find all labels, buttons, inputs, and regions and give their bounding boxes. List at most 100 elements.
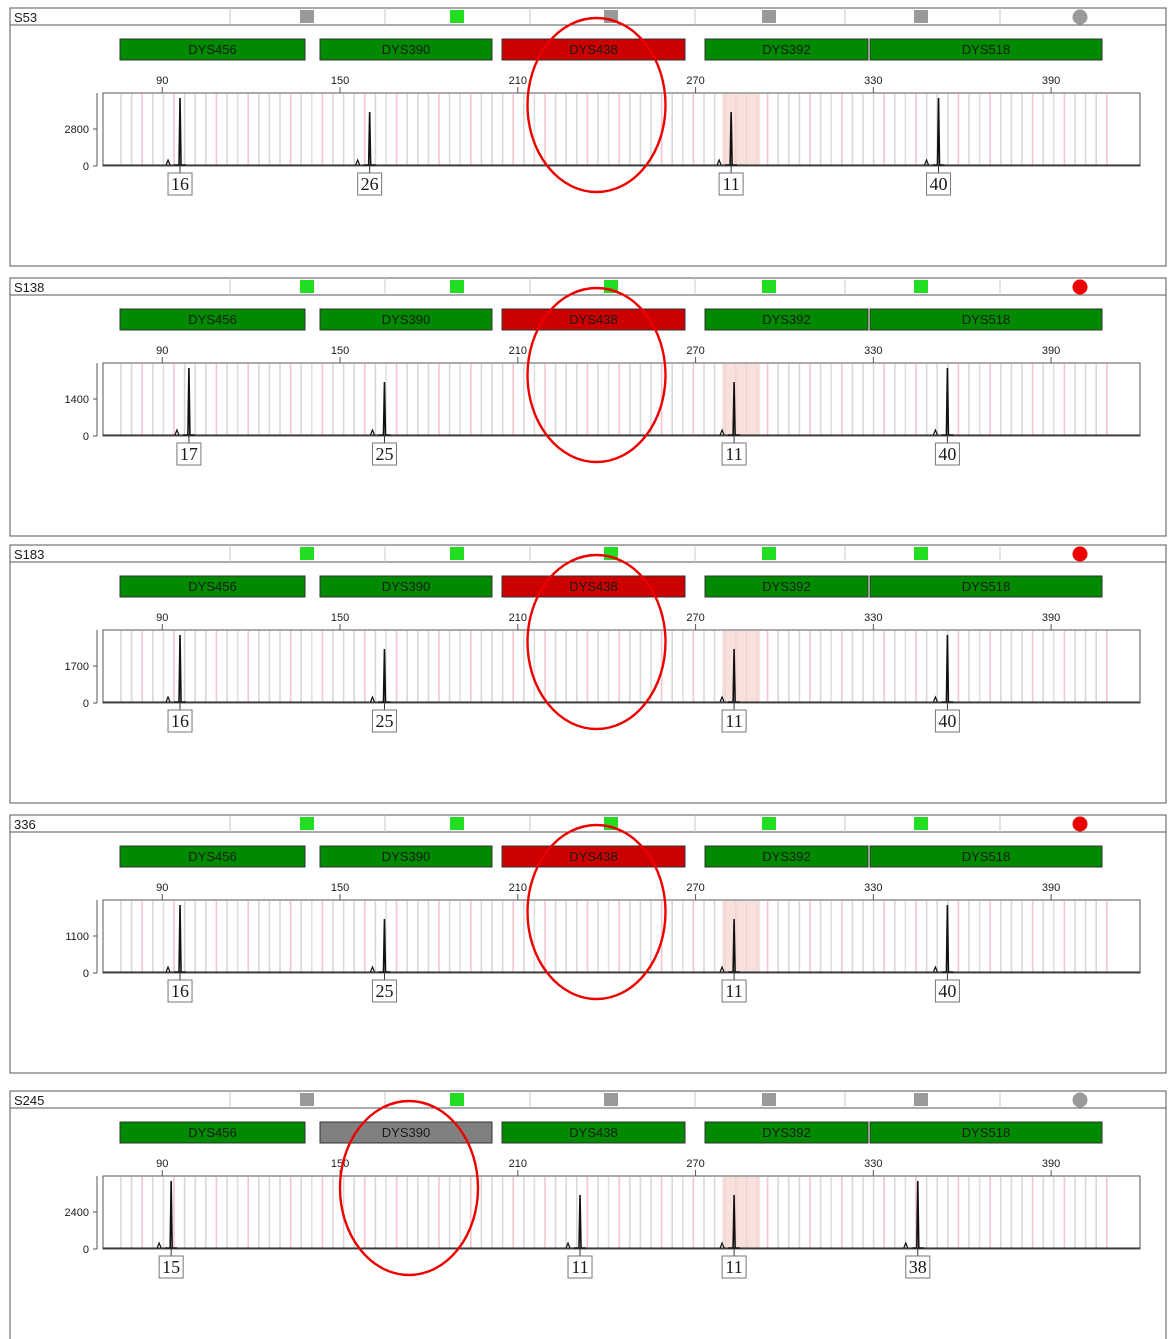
- allele-peak: [941, 904, 954, 973]
- sample-panel: S138 DYS456 DYS390 DYS438 DYS392 DYS518 90 150 2…: [9, 277, 1167, 537]
- marker-bar-dys456[interactable]: [119, 575, 306, 598]
- status-dot: [1072, 279, 1088, 295]
- status-indicator: [450, 280, 464, 293]
- stutter-peak: [174, 428, 180, 436]
- x-tick-label: 210: [509, 612, 527, 624]
- marker-label: DYS438: [569, 312, 617, 327]
- allele-peak: [378, 918, 391, 973]
- allele-call-box: [926, 172, 952, 196]
- stutter-peak: [369, 428, 376, 436]
- allele-call: 11: [725, 1257, 742, 1277]
- marker-label: DYS456: [188, 42, 236, 57]
- stutter-peak: [165, 158, 171, 166]
- status-indicator: [762, 817, 776, 830]
- marker-bar-dys390[interactable]: [319, 1121, 493, 1144]
- allele-call: 38: [909, 1257, 927, 1277]
- x-tick-label: 270: [686, 882, 704, 894]
- marker-bar-dys392[interactable]: [704, 308, 869, 331]
- status-indicator: [300, 1093, 314, 1106]
- x-tick-label: 150: [331, 345, 349, 357]
- marker-bar-dys390[interactable]: [319, 845, 493, 868]
- status-indicator: [300, 280, 314, 293]
- allele-call: 40: [938, 444, 956, 464]
- x-tick-label: 90: [156, 612, 168, 624]
- x-tick-label: 270: [686, 345, 704, 357]
- stutter-peak: [932, 965, 938, 973]
- stutter-peak: [719, 1241, 725, 1249]
- marker-bar-dys518[interactable]: [869, 1121, 1103, 1144]
- allele-call: 40: [930, 174, 948, 194]
- allele-peak: [174, 634, 187, 703]
- y-zero-label: 0: [83, 1244, 89, 1256]
- marker-bar-dys392[interactable]: [704, 845, 869, 868]
- marker-bar-dys390[interactable]: [319, 575, 493, 598]
- sample-panel: S183 DYS456 DYS390 DYS438 DYS392 DYS518 90 150 2…: [9, 544, 1167, 804]
- bin-shade: [722, 94, 761, 165]
- stutter-peak: [719, 965, 725, 973]
- allele-peak: [728, 648, 741, 703]
- highlight-ellipse: [526, 823, 667, 1001]
- allele-call: 11: [725, 444, 742, 464]
- marker-bar-dys392[interactable]: [704, 38, 869, 61]
- marker-label: DYS438: [569, 849, 617, 864]
- x-tick-label: 90: [156, 882, 168, 894]
- stutter-peak: [716, 158, 722, 166]
- highlight-ellipse: [338, 1099, 480, 1277]
- marker-bar-dys390[interactable]: [319, 308, 493, 331]
- allele-call-box: [167, 709, 193, 733]
- allele-peak: [574, 1194, 587, 1249]
- marker-bar-dys518[interactable]: [869, 845, 1103, 868]
- allele-call: 26: [361, 174, 379, 194]
- highlight-ellipse: [526, 553, 667, 731]
- x-tick-label: 150: [331, 612, 349, 624]
- marker-label: DYS456: [188, 849, 236, 864]
- marker-bar-dys518[interactable]: [869, 308, 1103, 331]
- marker-label: DYS392: [762, 849, 810, 864]
- stutter-peak: [932, 695, 938, 703]
- x-tick-label: 150: [331, 882, 349, 894]
- allele-call-box: [167, 979, 193, 1003]
- allele-peak: [378, 381, 391, 436]
- sample-label: 336: [14, 817, 36, 832]
- marker-label: DYS518: [962, 849, 1010, 864]
- allele-call-box: [718, 172, 744, 196]
- status-indicator: [914, 10, 928, 23]
- stutter-peak: [156, 1241, 162, 1249]
- bin-shade: [722, 631, 761, 702]
- allele-call: 11: [725, 711, 742, 731]
- marker-bar-dys392[interactable]: [704, 575, 869, 598]
- marker-bar-dys456[interactable]: [119, 1121, 306, 1144]
- stutter-peak: [165, 965, 171, 973]
- bin-shade: [722, 364, 761, 435]
- allele-call-box: [721, 979, 747, 1003]
- allele-call-box: [371, 979, 397, 1003]
- marker-label: DYS456: [188, 579, 236, 594]
- x-tick-label: 390: [1042, 1158, 1060, 1170]
- marker-bar-dys456[interactable]: [119, 38, 306, 61]
- marker-label: DYS518: [962, 1125, 1010, 1140]
- marker-bar-dys456[interactable]: [119, 308, 306, 331]
- marker-label: DYS438: [569, 1125, 617, 1140]
- allele-call-box: [934, 442, 960, 466]
- marker-bar-dys456[interactable]: [119, 845, 306, 868]
- marker-bar-dys438[interactable]: [501, 1121, 686, 1144]
- y-zero-label: 0: [83, 698, 89, 710]
- x-tick-label: 270: [686, 75, 704, 87]
- stutter-peak: [355, 158, 361, 166]
- marker-label: DYS390: [382, 42, 430, 57]
- marker-bar-dys392[interactable]: [704, 1121, 869, 1144]
- plot-area: [102, 1175, 1141, 1250]
- stutter-peak: [903, 1241, 909, 1249]
- allele-peak: [182, 367, 195, 436]
- allele-call-box: [371, 442, 397, 466]
- marker-bar-dys390[interactable]: [319, 38, 493, 61]
- allele-call: 17: [180, 444, 198, 464]
- x-tick-label: 210: [509, 1158, 527, 1170]
- marker-bar-dys518[interactable]: [869, 38, 1103, 61]
- status-indicator: [450, 547, 464, 560]
- marker-bar-dys518[interactable]: [869, 575, 1103, 598]
- allele-call: 16: [171, 174, 189, 194]
- status-indicator: [762, 547, 776, 560]
- marker-label: DYS390: [382, 1125, 430, 1140]
